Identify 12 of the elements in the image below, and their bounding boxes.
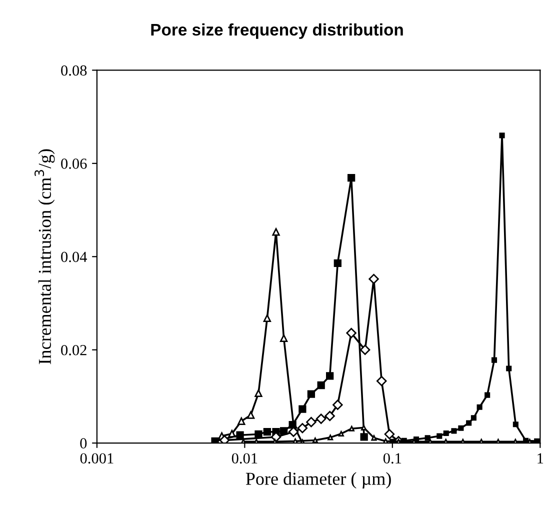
x-tick-label: 0.1 — [383, 453, 402, 464]
y-axis-title: Incremental intrusion (cm$^{3}$/g) — [34, 149, 55, 364]
x-tick-label: 1 — [538, 453, 544, 464]
x-tick-label: 0.001 — [80, 453, 114, 464]
y-tick-label: 0.02 — [61, 344, 86, 356]
chart-title: Pore size frequency distribution — [151, 23, 403, 39]
x-axis-title: Pore diameter ( µm) — [246, 472, 391, 489]
y-tick-label: 0.04 — [61, 252, 87, 262]
y-tick-label: 0.06 — [61, 158, 87, 169]
y-tick-label: 0 — [80, 438, 87, 448]
x-tick-label: 0.01 — [232, 453, 258, 464]
y-tick-label: 0.08 — [61, 65, 87, 76]
